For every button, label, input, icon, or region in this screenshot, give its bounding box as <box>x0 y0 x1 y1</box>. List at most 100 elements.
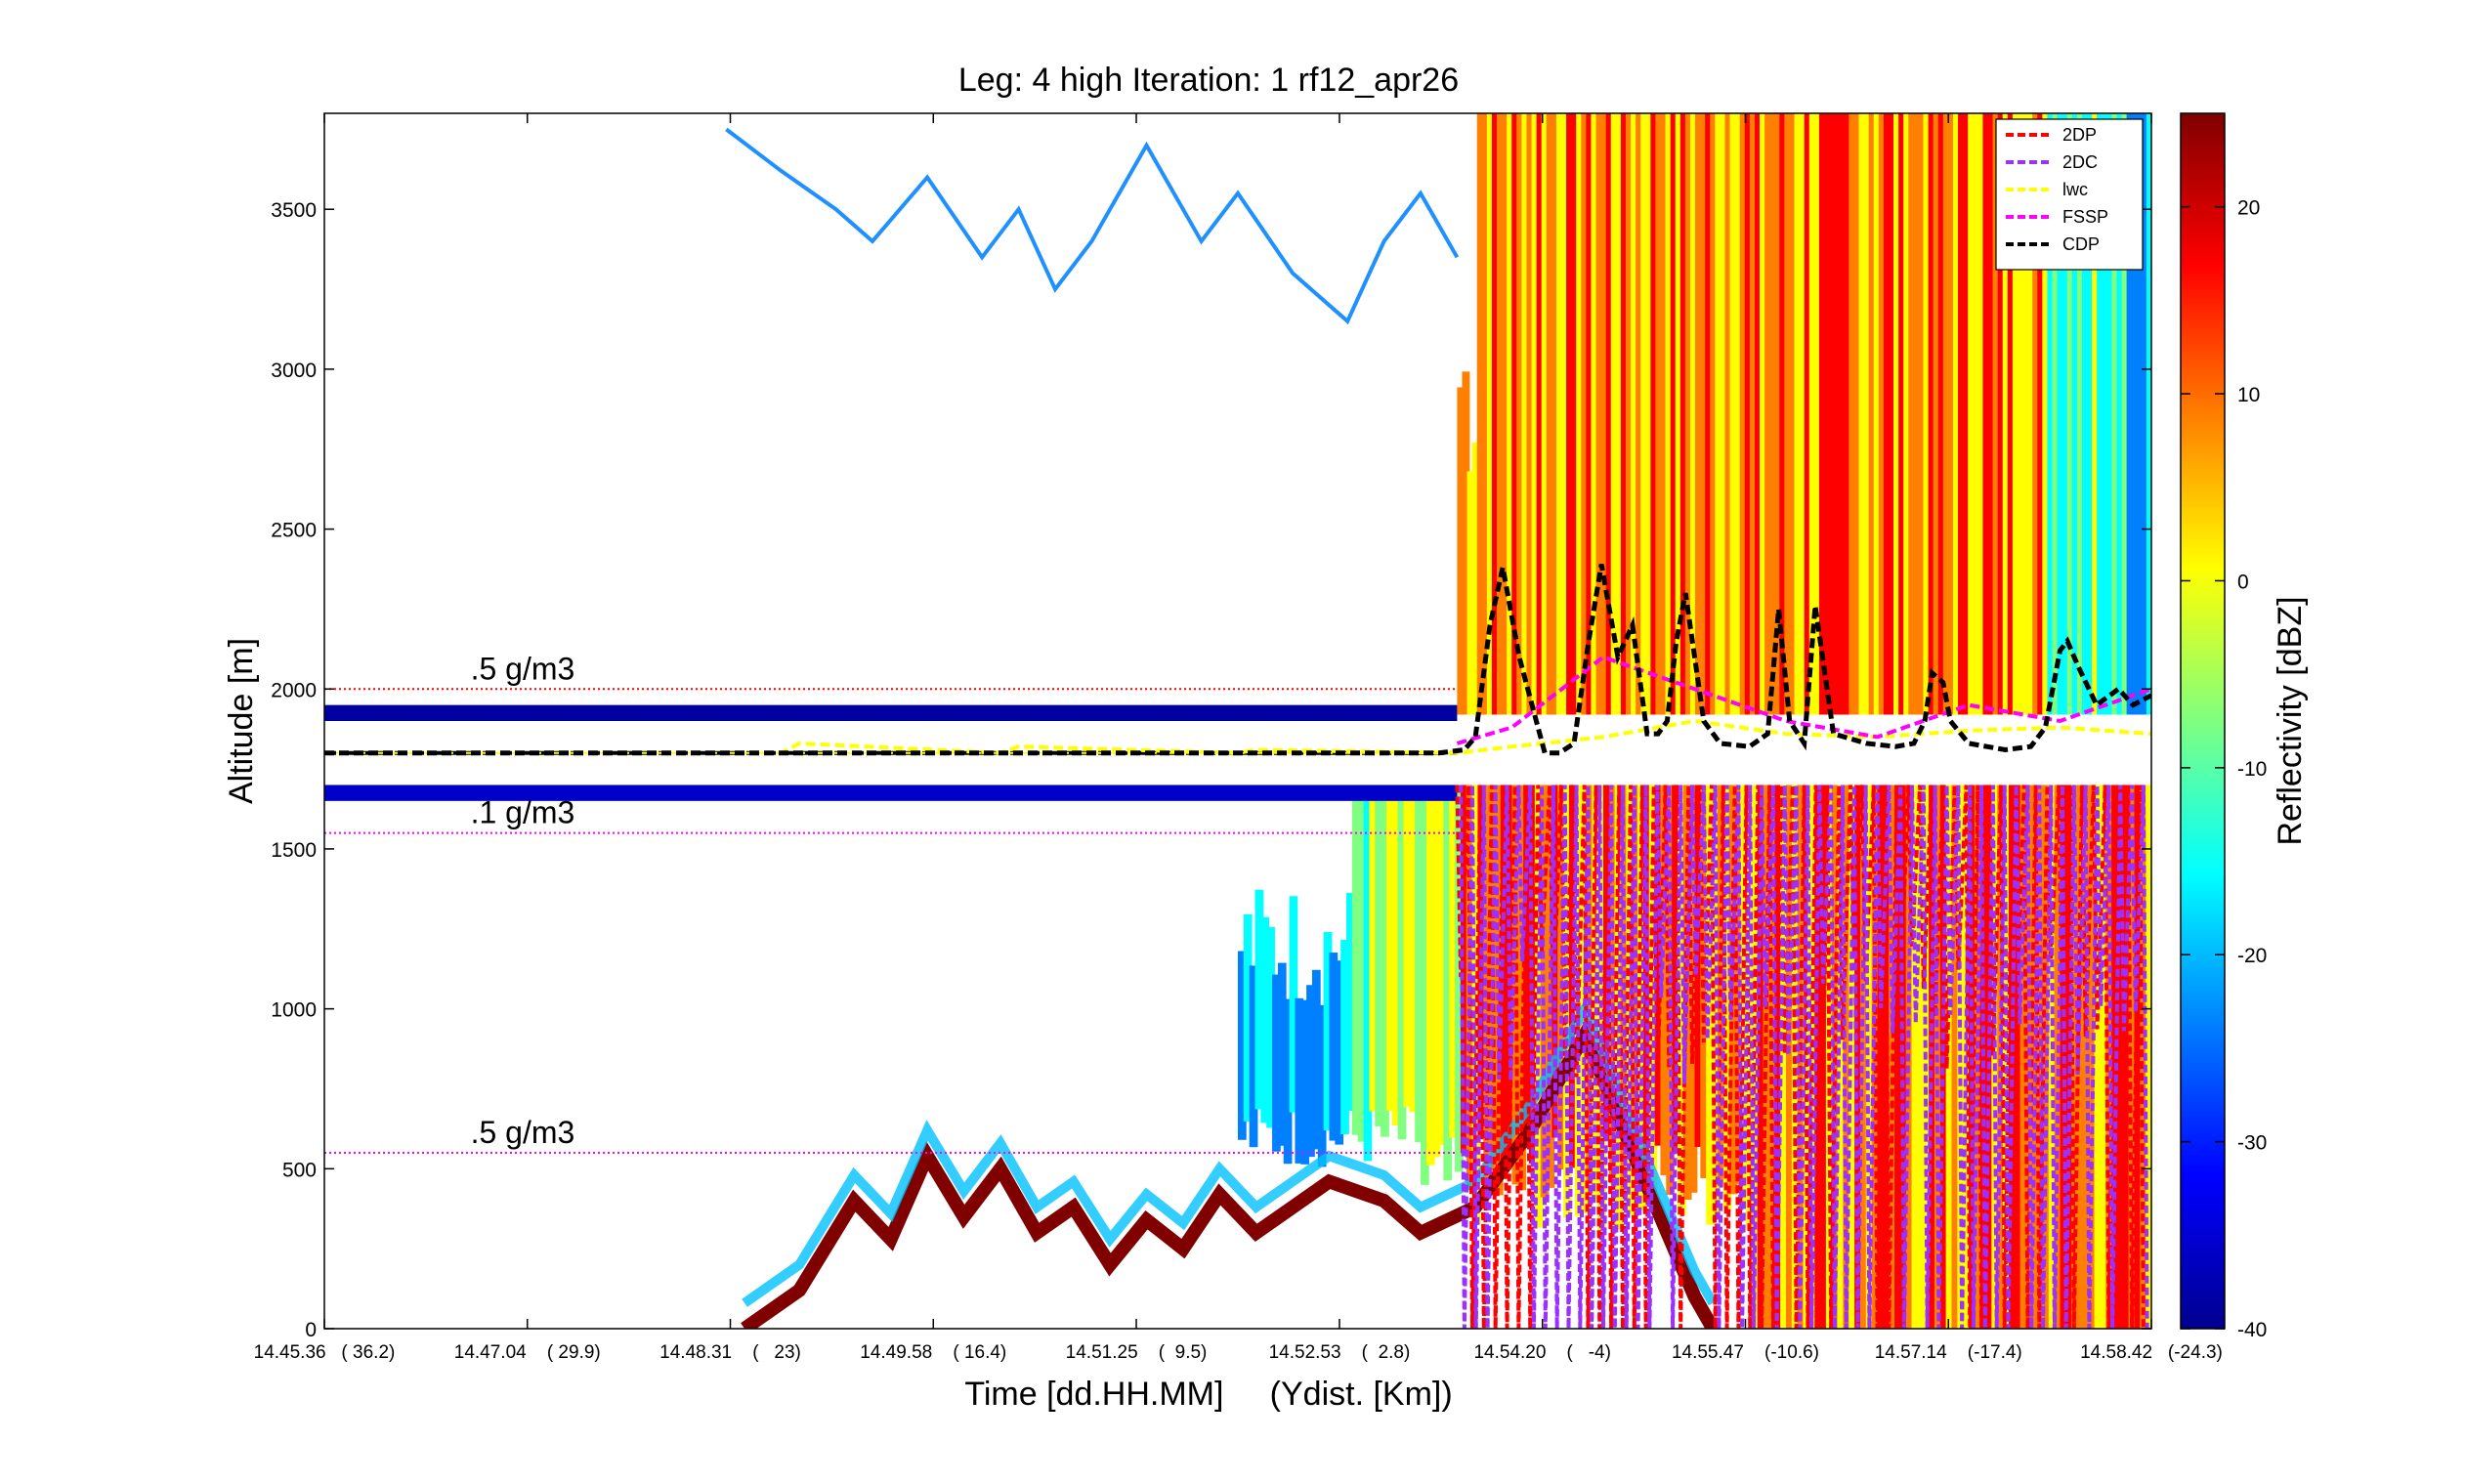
legend-label: 2DC <box>2062 152 2098 172</box>
heatmap-cell <box>2105 784 2114 1329</box>
heatmap-cell <box>1560 113 1569 715</box>
legend-label: 2DP <box>2062 125 2097 145</box>
heatmap-cell <box>2027 113 2036 715</box>
heatmap-cell <box>1751 784 1761 1329</box>
heatmap-cell <box>1739 113 1748 715</box>
heatmap-cell <box>1443 784 1453 1181</box>
heatmap-cell <box>1471 442 1480 715</box>
y-tick-label: 2000 <box>271 679 317 701</box>
heatmap-cell <box>1660 113 1669 715</box>
series-lines <box>324 564 2151 1329</box>
heatmap-cell <box>1507 113 1515 715</box>
heatmap-cell <box>1705 113 1714 715</box>
x-tick-label: 14.52.53 ( 2.8) <box>1269 1342 1411 1363</box>
heatmap-cell <box>1695 113 1703 715</box>
heatmap-cell <box>1873 113 1882 715</box>
heatmap-cell <box>1722 784 1732 1209</box>
heatmap-cell <box>1878 113 1887 715</box>
heatmap-cell <box>1858 113 1867 715</box>
heatmap-cell <box>1437 784 1447 1145</box>
heatmap-cell <box>1843 784 1852 1329</box>
surface-return <box>741 1018 1720 1329</box>
heatmap-cell <box>1969 784 1977 1329</box>
heatmap-cell <box>2007 113 2016 715</box>
series-fssp <box>1456 655 2151 745</box>
heatmap-cell <box>1749 113 1758 715</box>
heatmap-cell <box>2141 113 2149 715</box>
heatmap-cell <box>2042 784 2052 1329</box>
heatmap-cell <box>1536 113 1545 715</box>
heatmap-cell <box>1893 113 1902 715</box>
heatmap-cell <box>1591 113 1599 715</box>
y-tick-label: 1000 <box>271 999 317 1022</box>
series-2dc <box>1459 784 2149 1329</box>
heatmap-cell <box>1684 113 1693 715</box>
heatmap-cell <box>1853 113 1862 715</box>
heatmap-cell <box>1363 784 1373 1162</box>
heatmap-cell <box>1992 113 2001 715</box>
heatmap-cell <box>1804 113 1812 715</box>
heatmap-cell <box>1600 113 1609 715</box>
heatmap-cell <box>1491 113 1500 715</box>
heatmap-cell <box>1592 784 1601 1203</box>
heatmap-cell <box>1724 113 1733 715</box>
plot-frame <box>323 112 2152 1330</box>
colorbar-tick-label: 10 <box>2237 384 2260 406</box>
heatmap-cell <box>1769 113 1778 715</box>
heatmap-cell <box>1863 113 1872 715</box>
heatmap-cell <box>1672 784 1680 1154</box>
colorbar-label: Reflectivity [dBZ] <box>2272 596 2309 845</box>
heatmap-cell <box>1340 939 1349 1134</box>
heatmap-cell <box>1409 784 1419 1113</box>
heatmap-cell <box>1335 960 1344 1145</box>
colorbar-tick-label: -30 <box>2237 1132 2267 1155</box>
cloud-top-trace <box>725 127 1460 325</box>
heatmap-cell <box>1566 113 1575 715</box>
heatmap-cell <box>1958 113 1966 715</box>
colorbar-tick-label: -10 <box>2237 758 2267 781</box>
heatmap-cell <box>1923 113 1932 715</box>
heatmap-cell <box>1329 953 1339 1141</box>
heatmap-cell <box>1754 113 1763 715</box>
heatmap-cell <box>1615 113 1624 715</box>
x-tick-label: 14.58.42 (-24.3) <box>2080 1342 2223 1363</box>
heatmap-cell <box>1844 113 1852 715</box>
heatmap-cell <box>1947 113 1956 715</box>
heatmap-cell <box>1908 113 1917 715</box>
heatmap-cell <box>1586 784 1595 1182</box>
heatmap-cell <box>1300 999 1309 1165</box>
heatmap-cell <box>1571 113 1580 715</box>
heatmap-cell <box>1541 113 1550 715</box>
heatmap-cell <box>1824 113 1832 715</box>
heatmap-cell <box>1277 962 1287 1146</box>
heatmap-cell <box>1502 113 1510 715</box>
heatmap-cell <box>1849 113 1857 715</box>
heatmap-cell <box>2002 113 2011 715</box>
heatmap-cell <box>1831 784 1841 1329</box>
heatmap-cell <box>2017 113 2025 715</box>
heatmap-cell <box>1581 113 1590 715</box>
heatmap-cell <box>1254 889 1264 1110</box>
heatmap-cell <box>1763 784 1772 1329</box>
heatmap-cell <box>1774 113 1783 715</box>
colorbar-tick-label: -20 <box>2237 945 2267 967</box>
series-lwc <box>324 718 2151 755</box>
heatmap-cell <box>2012 113 2020 715</box>
heatmap-cell <box>1650 113 1659 715</box>
heatmap-cell <box>1311 969 1321 1150</box>
heatmap-cell <box>1486 113 1495 715</box>
heatmap-cell <box>2122 784 2132 1329</box>
heatmap-cell <box>1555 113 1564 715</box>
heatmap-cell <box>1715 113 1723 715</box>
reference-line-label: .5 g/m3 <box>471 651 575 686</box>
heatmap-cell <box>1729 113 1738 715</box>
heatmap-cell <box>1605 113 1614 715</box>
heatmap-cell <box>1449 784 1458 1138</box>
heatmap-cell <box>1894 784 1903 1329</box>
x-axis-label: Time [dd.HH.MM] (Ydist. [Km]) <box>964 1376 1452 1413</box>
heatmap-cell <box>1968 113 1976 715</box>
heatmap-cell <box>1780 784 1789 1329</box>
heatmap-cell <box>2121 113 2130 715</box>
heatmap-cell <box>1868 113 1877 715</box>
